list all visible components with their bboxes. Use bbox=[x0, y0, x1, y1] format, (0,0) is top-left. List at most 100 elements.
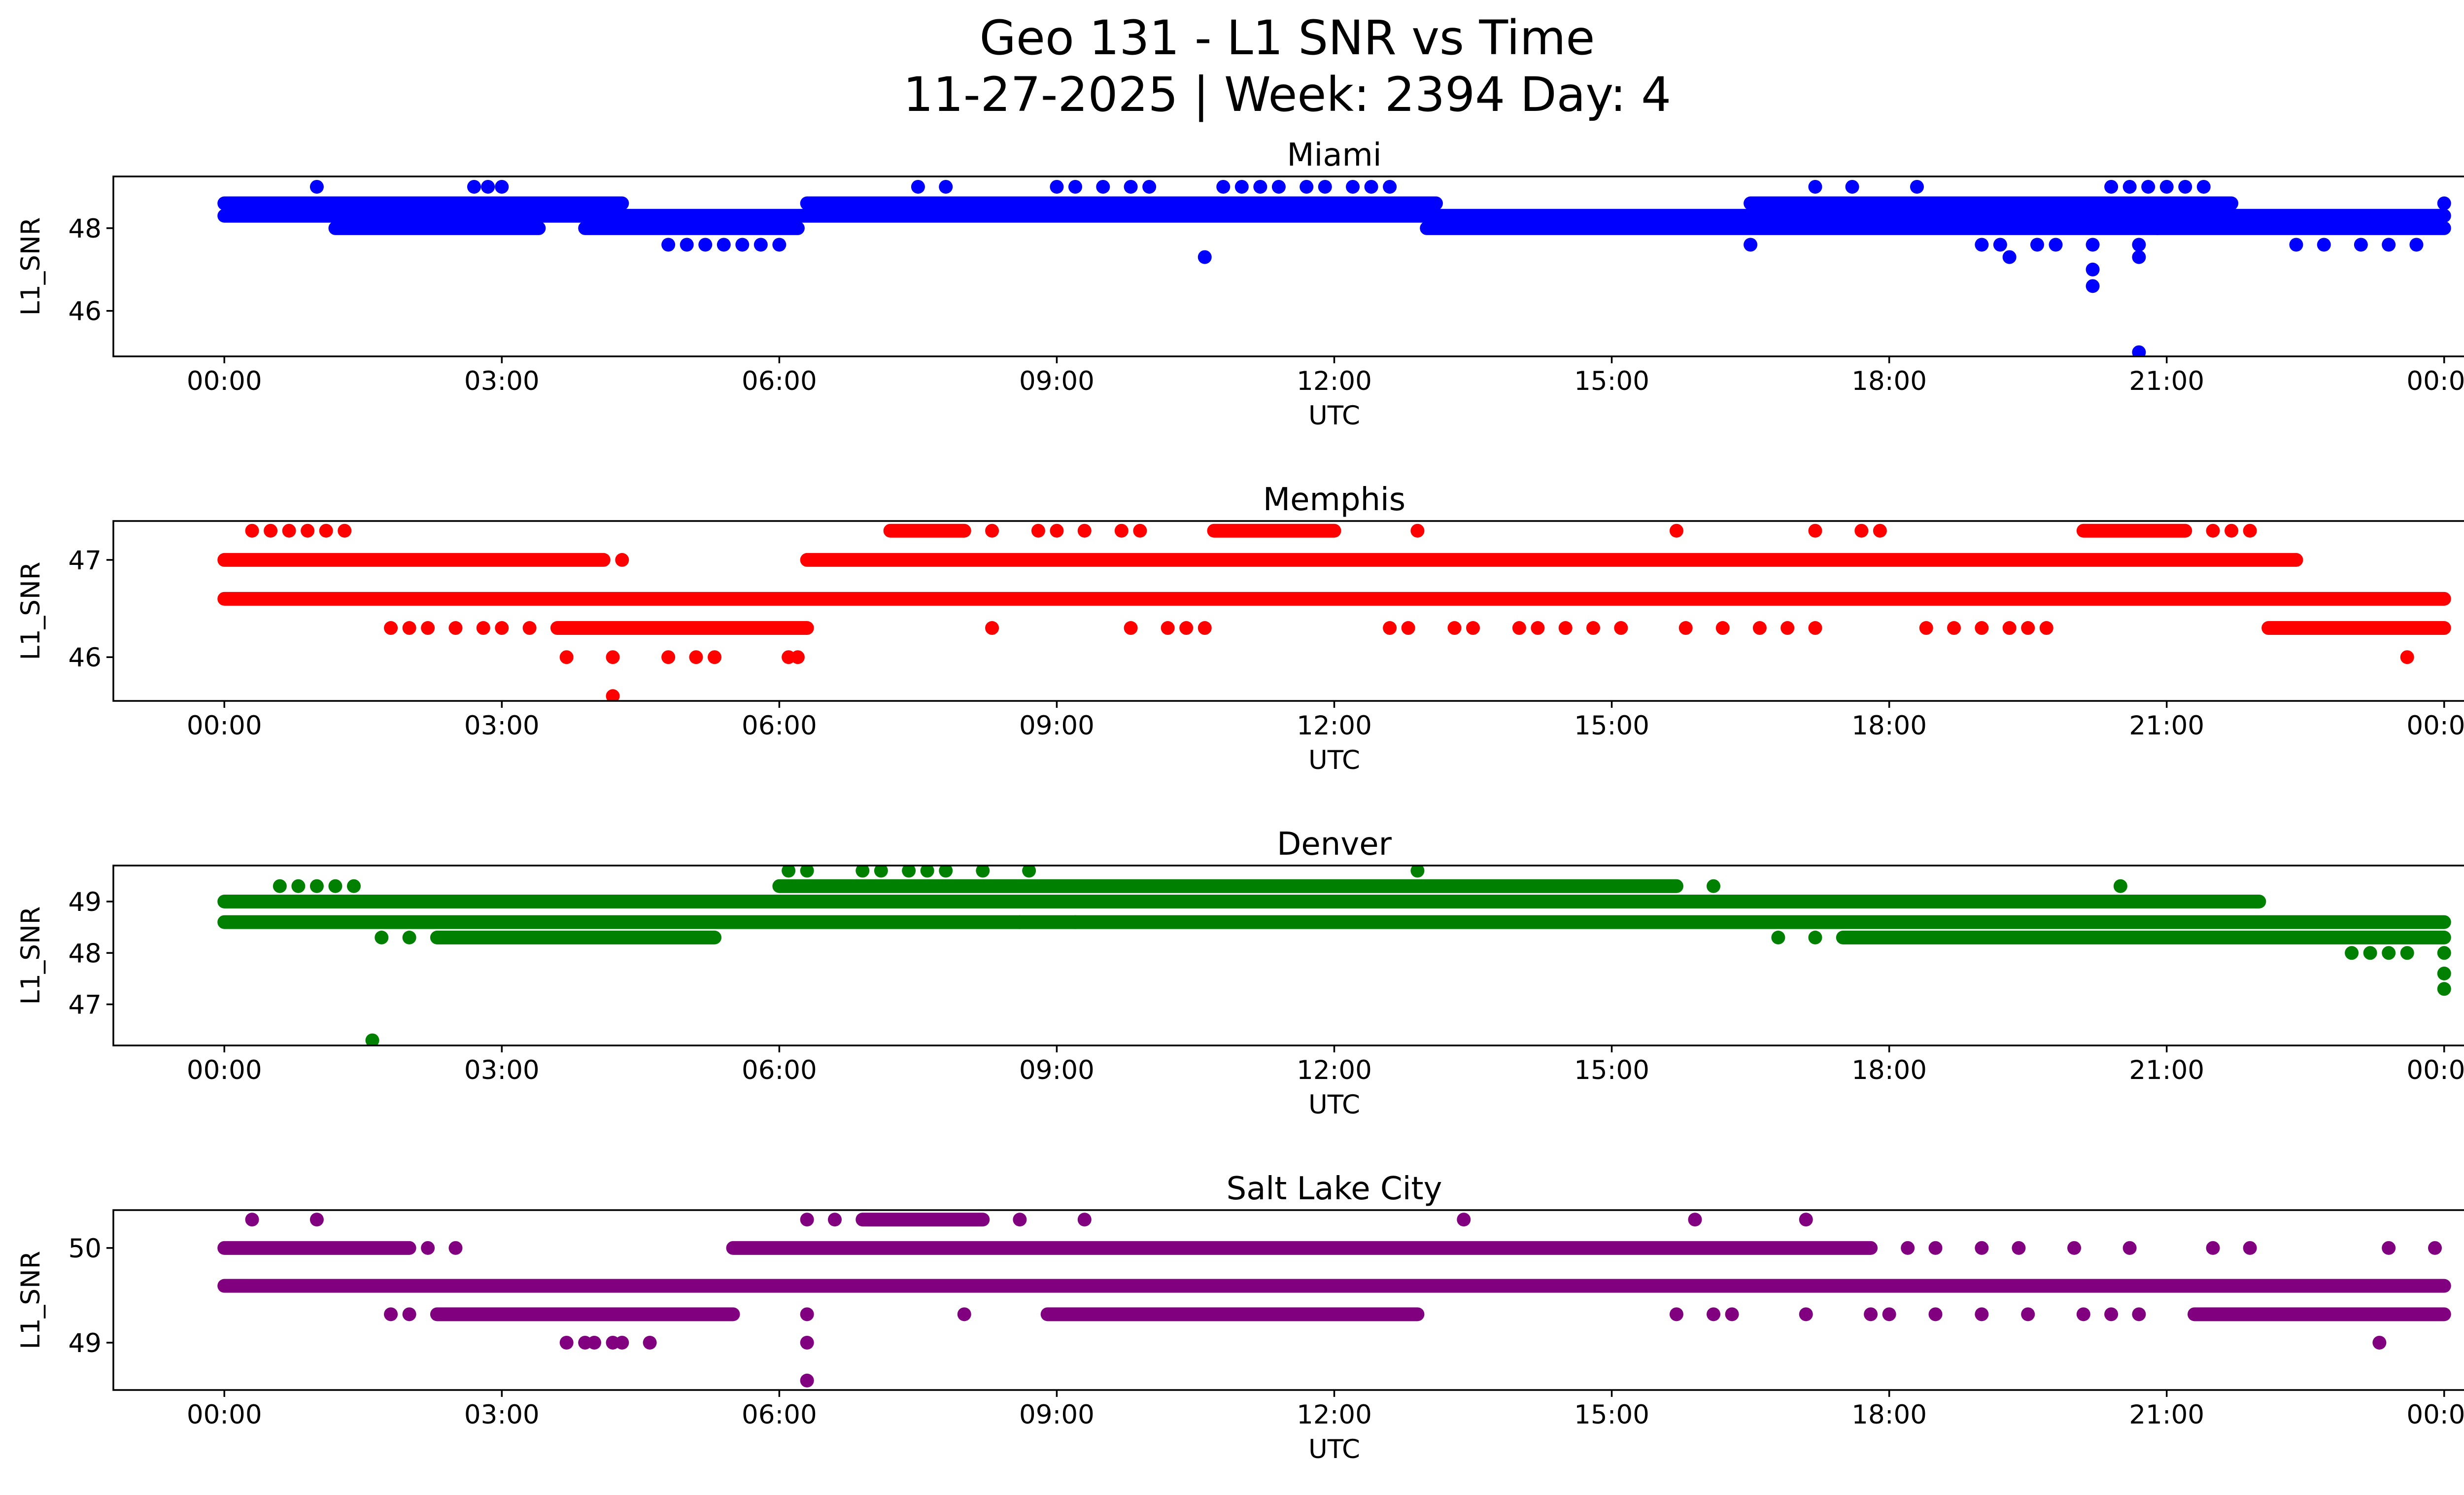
x-tick-label: 03:00 bbox=[464, 1055, 540, 1085]
y-tick-label: 46 bbox=[68, 297, 102, 327]
data-point bbox=[1318, 179, 1332, 194]
data-point bbox=[782, 866, 796, 878]
x-tick-label: 12:00 bbox=[1297, 711, 1372, 741]
data-point bbox=[309, 879, 324, 893]
data-point bbox=[606, 650, 620, 664]
data-point bbox=[1031, 523, 1045, 538]
data-point bbox=[2196, 179, 2211, 194]
data-point bbox=[2086, 279, 2100, 293]
data-point bbox=[301, 523, 315, 538]
data-point bbox=[402, 931, 416, 944]
data-point bbox=[384, 621, 398, 635]
data-point bbox=[661, 650, 676, 664]
data-point bbox=[1410, 523, 1425, 538]
data-point bbox=[264, 523, 278, 538]
x-tick-label: 00:00 bbox=[187, 711, 262, 741]
data-point bbox=[1808, 179, 1822, 194]
data-point bbox=[1216, 179, 1231, 194]
data-point bbox=[1799, 1213, 1813, 1227]
data-point bbox=[735, 238, 750, 252]
data-point bbox=[2363, 946, 2377, 960]
data-point bbox=[643, 1335, 657, 1350]
data-point bbox=[1114, 523, 1129, 538]
data-point bbox=[2030, 238, 2044, 252]
data-point bbox=[1364, 179, 1378, 194]
data-point bbox=[2345, 946, 2359, 960]
data-point bbox=[2400, 946, 2414, 960]
data-point bbox=[522, 621, 537, 635]
data-point bbox=[328, 879, 342, 893]
data-point bbox=[1780, 621, 1795, 635]
data-point bbox=[615, 553, 629, 567]
data-point bbox=[1300, 179, 1314, 194]
data-point bbox=[1882, 1307, 1896, 1321]
data-point bbox=[2076, 1307, 2090, 1321]
data-points bbox=[217, 523, 2451, 701]
data-point bbox=[2382, 946, 2396, 960]
data-point bbox=[273, 879, 287, 893]
x-tick-label: 18:00 bbox=[1851, 711, 1927, 741]
x-tick-label: 09:00 bbox=[1019, 1055, 1095, 1085]
data-point bbox=[2243, 523, 2257, 538]
data-point bbox=[680, 238, 694, 252]
data-point bbox=[1077, 523, 1092, 538]
data-point bbox=[1512, 621, 1526, 635]
data-point bbox=[1124, 179, 1138, 194]
data-point bbox=[902, 866, 916, 878]
data-point bbox=[2086, 238, 2100, 252]
subplot-title: Memphis bbox=[1263, 482, 1405, 518]
data-point bbox=[2428, 1241, 2442, 1255]
y-axis-label: L1_SNR bbox=[16, 1251, 46, 1350]
subplots: Miami 00:00 03:00 06:00 09:00 12:00 15:00 18:00… bbox=[16, 137, 2464, 1464]
data-point bbox=[1864, 1307, 1878, 1321]
x-tick-label: 18:00 bbox=[1851, 1400, 1927, 1430]
x-axis-label: UTC bbox=[1308, 1434, 1360, 1464]
y-tick-label: 48 bbox=[68, 214, 102, 244]
x-tick-label: 00:00 bbox=[2406, 1055, 2464, 1085]
data-point bbox=[1678, 621, 1693, 635]
data-point bbox=[1688, 1213, 1702, 1227]
y-tick-label: 49 bbox=[68, 1328, 102, 1358]
data-point bbox=[2206, 1241, 2220, 1255]
data-point bbox=[1050, 179, 1064, 194]
data-point bbox=[559, 650, 574, 664]
data-point bbox=[1068, 179, 1082, 194]
data-point bbox=[1586, 621, 1601, 635]
data-point bbox=[1808, 523, 1822, 538]
data-point bbox=[1725, 1307, 1739, 1321]
data-point bbox=[1707, 879, 1721, 893]
data-point bbox=[2382, 238, 2396, 252]
x-tick-label: 15:00 bbox=[1574, 366, 1649, 396]
figure-title-line1: Geo 131 - L1 SNR vs Time bbox=[980, 10, 1595, 66]
data-point bbox=[1096, 179, 1110, 194]
data-point bbox=[939, 179, 953, 194]
y-tick-label: 50 bbox=[68, 1234, 102, 1264]
data-point bbox=[1808, 621, 1822, 635]
x-tick-label: 00:00 bbox=[2406, 1400, 2464, 1430]
x-tick-label: 18:00 bbox=[1851, 366, 1927, 396]
data-point bbox=[1447, 621, 1462, 635]
data-point bbox=[1752, 621, 1767, 635]
data-point bbox=[476, 621, 490, 635]
data-point bbox=[2400, 650, 2414, 664]
data-point bbox=[827, 1213, 842, 1227]
y-tick-label: 47 bbox=[68, 990, 102, 1020]
data-point bbox=[421, 1241, 435, 1255]
data-point bbox=[1198, 621, 1212, 635]
data-point bbox=[800, 1213, 814, 1227]
data-point bbox=[1799, 1307, 1813, 1321]
y-tick-label: 49 bbox=[68, 887, 102, 917]
data-point bbox=[1715, 621, 1730, 635]
x-axis-label: UTC bbox=[1308, 1090, 1360, 1120]
subplot-3: Salt Lake City 00:00 03:00 06:00 09:00 12:00 1… bbox=[16, 1171, 2464, 1464]
data-point bbox=[2289, 238, 2303, 252]
data-point bbox=[1410, 866, 1425, 878]
data-point bbox=[1993, 238, 2007, 252]
data-point bbox=[2437, 196, 2451, 210]
data-point bbox=[717, 238, 731, 252]
data-point bbox=[1558, 621, 1573, 635]
x-tick-label: 12:00 bbox=[1297, 1055, 1372, 1085]
x-tick-label: 00:00 bbox=[187, 1400, 262, 1430]
data-point bbox=[800, 1307, 814, 1321]
data-point bbox=[689, 650, 703, 664]
